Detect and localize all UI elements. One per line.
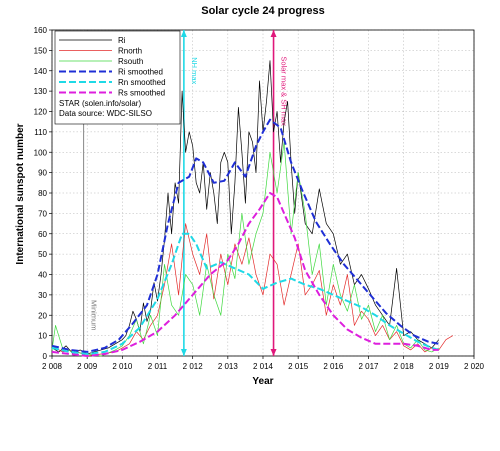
y-tick-label: 0	[43, 352, 48, 361]
x-tick-label: 2 017	[358, 362, 379, 371]
marker-arrow-down	[270, 349, 277, 356]
y-tick-label: 60	[38, 230, 47, 239]
marker-label: NH max	[190, 57, 199, 84]
y-tick-label: 110	[34, 128, 47, 137]
y-tick-label: 140	[34, 67, 48, 76]
marker-label: Minimum	[90, 300, 99, 330]
series-line-rsouth	[51, 141, 439, 357]
series-line-rn-smoothed	[51, 232, 440, 355]
series-line-ri-smoothed	[51, 118, 439, 353]
legend-label: Rs smoothed	[118, 89, 165, 98]
axis-ticks: 0 10 20 30 40 50 60 70 80 90 100 110 120 130 140 150 160…	[34, 26, 485, 371]
y-tick-label: 10	[38, 332, 47, 341]
y-tick-label: 90	[38, 169, 47, 178]
marker-arrow-up	[270, 30, 277, 37]
y-axis-title: International sunspot number	[15, 123, 26, 264]
event-markers: Minimum NH max Solar max & SH max	[83, 30, 289, 356]
series-lines	[51, 60, 454, 357]
x-tick-label: 2 016	[323, 362, 344, 371]
x-axis-title: Year	[252, 376, 273, 387]
legend-label: Ri	[118, 36, 126, 45]
y-tick-label: 100	[34, 148, 48, 157]
x-tick-label: 2 018	[394, 362, 415, 371]
x-tick-label: 2 019	[429, 362, 450, 371]
marker-arrow-down	[180, 349, 187, 356]
legend-box	[54, 30, 181, 125]
series-line-rs-smoothed	[51, 192, 439, 357]
y-tick-label: 40	[38, 271, 47, 280]
legend-label: Rnorth	[118, 47, 142, 56]
y-tick-label: 130	[34, 87, 48, 96]
series-line-rnorth	[51, 223, 454, 357]
y-tick-label: 50	[38, 250, 47, 259]
x-tick-label: 2 011	[148, 362, 168, 371]
marker-arrow-up	[180, 30, 187, 37]
chart-title: Solar cycle 24 progress	[201, 5, 325, 17]
y-tick-label: 120	[34, 108, 48, 117]
y-tick-label: 80	[38, 189, 47, 198]
y-tick-label: 160	[34, 26, 48, 35]
x-tick-label: 2 010	[112, 362, 133, 371]
series-line-ri	[51, 60, 440, 355]
legend-label: Ri smoothed	[118, 68, 163, 77]
x-tick-label: 2 015	[288, 362, 309, 371]
legend-label: Rsouth	[118, 57, 143, 66]
y-tick-label: 150	[34, 46, 48, 55]
x-tick-label: 2 009	[77, 362, 98, 371]
legend-note: STAR (solen.info/solar)	[59, 99, 141, 108]
x-tick-label: 2 020	[464, 362, 485, 371]
x-tick-label: 2 008	[42, 362, 63, 371]
y-tick-label: 30	[38, 291, 47, 300]
y-tick-label: 20	[38, 311, 47, 320]
x-tick-label: 2 013	[218, 362, 239, 371]
legend-label: Rn smoothed	[118, 78, 166, 87]
legend-note: Data source: WDC-SILSO	[59, 109, 152, 118]
x-tick-label: 2 012	[183, 362, 204, 371]
x-tick-label: 2 014	[253, 362, 274, 371]
y-tick-label: 70	[38, 209, 47, 218]
marker-label: Solar max & SH max	[280, 56, 289, 126]
